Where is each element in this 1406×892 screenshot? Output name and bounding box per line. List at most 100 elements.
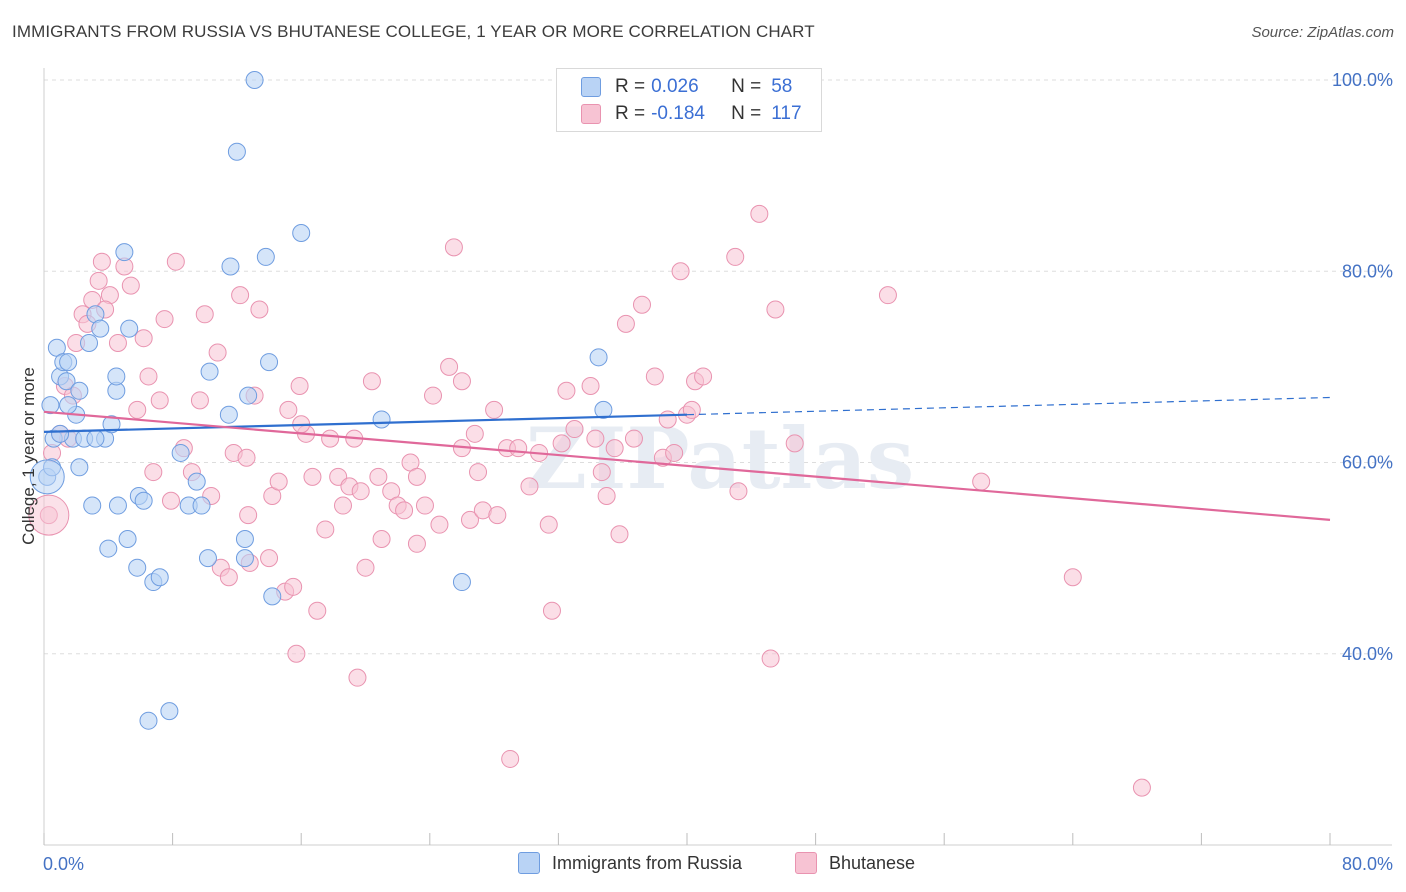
bhutanese-point: [726, 247, 745, 266]
bhutanese-point: [144, 463, 163, 482]
bhutanese-point: [671, 262, 690, 281]
russia-point: [70, 381, 89, 400]
bhutanese-point: [279, 400, 298, 419]
bhutanese-point: [465, 424, 484, 443]
legend-item-bhutanese[interactable]: Bhutanese: [795, 852, 915, 874]
bhutanese-point: [605, 439, 624, 458]
bhutanese-point: [260, 549, 279, 568]
russia-point: [171, 443, 190, 462]
bhutanese-point: [308, 601, 327, 620]
bhutanese-point: [121, 276, 140, 295]
russia-point: [86, 429, 105, 448]
bhutanese-point: [237, 448, 256, 467]
y-tick-label: 100.0%: [1332, 70, 1393, 90]
bhutanese-point: [166, 252, 185, 271]
trend-lines: [43, 396, 1331, 521]
russia-point: [41, 396, 60, 415]
bhutanese-point: [557, 381, 576, 400]
bhutanese-point: [369, 467, 388, 486]
russia-point: [263, 587, 282, 606]
r-label: R =: [615, 76, 646, 97]
bhutanese-point: [1063, 568, 1082, 587]
chart-title: IMMIGRANTS FROM RUSSIA VS BHUTANESE COLL…: [12, 22, 815, 41]
bhutanese-point: [139, 367, 158, 386]
russia-point: [256, 247, 275, 266]
bhutanese-point: [460, 510, 479, 529]
bhutanese-point: [128, 400, 147, 419]
bhutanese-point: [581, 377, 600, 395]
bhutanese-point: [190, 391, 209, 410]
bhutanese-point: [424, 386, 443, 405]
bhutanese-point: [108, 333, 127, 352]
bhutanese-point: [761, 649, 780, 668]
bhutanese-point: [430, 515, 449, 534]
bhutanese-point: [250, 300, 269, 319]
r-label: R =: [615, 103, 646, 124]
bhutanese-point: [520, 477, 539, 496]
bhutanese-point: [89, 271, 108, 290]
bhutanese-point: [665, 443, 684, 462]
bhutanese-point: [539, 515, 558, 534]
bhutanese-point: [592, 463, 611, 482]
legend-row-bhutanese: R = -0.184 N = 117: [581, 101, 802, 127]
russia-point: [59, 396, 78, 415]
bhutanese-point: [645, 367, 664, 386]
y-tick-label: 60.0%: [1342, 453, 1393, 473]
russia-point: [227, 142, 246, 161]
russia-point: [80, 333, 99, 352]
russia-point: [160, 702, 179, 721]
russia-point: [102, 415, 121, 434]
bhutanese-point: [542, 601, 561, 620]
bhutanese-point: [28, 494, 70, 536]
n-value: 58: [771, 76, 793, 97]
bhutanese-point: [316, 520, 335, 539]
bhutanese-point: [333, 496, 352, 515]
russia-point: [589, 348, 608, 367]
bhutanese-point: [208, 343, 227, 362]
russia-point: [200, 362, 219, 381]
bhutanese-point: [729, 482, 748, 501]
stats-legend: R = 0.026 N = 58 R = -0.184 N = 117: [556, 68, 822, 132]
russia-point: [139, 711, 158, 730]
bhutanese-point: [239, 506, 258, 525]
bhutanese-point: [878, 286, 897, 305]
bhutanese-point: [219, 568, 238, 587]
russia-point: [239, 386, 258, 405]
russia-point: [372, 410, 391, 429]
gridlines: [44, 79, 1392, 655]
russia-point: [187, 472, 206, 491]
n-label: N =: [731, 103, 762, 124]
series-legend: Immigrants from Russia Bhutanese: [0, 852, 1406, 878]
bhutanese-point: [632, 295, 651, 314]
russia-trend-extension: [686, 396, 1331, 416]
y-tick-labels: 40.0% 60.0% 80.0% 100.0%: [1332, 70, 1393, 664]
bhutanese-point: [134, 329, 153, 348]
russia-point: [99, 539, 118, 558]
bhutanese-point: [356, 558, 375, 577]
bhutanese-point: [552, 434, 571, 453]
bhutanese-point: [407, 467, 426, 486]
x-tick-label: 0.0%: [43, 854, 84, 874]
bhutanese-point: [303, 467, 322, 486]
bhutanese-point: [658, 410, 677, 429]
bhutanese-point: [372, 530, 391, 548]
russia-point: [115, 243, 134, 262]
russia-point: [70, 458, 89, 477]
bhutanese-point: [348, 668, 367, 687]
russia-point: [221, 257, 240, 276]
bhutanese-point: [440, 357, 459, 376]
russia-point: [51, 424, 70, 443]
bhutanese-point: [469, 463, 488, 482]
bhutanese-point: [624, 429, 643, 448]
legend-item-russia[interactable]: Immigrants from Russia: [518, 852, 742, 874]
russia-point: [150, 568, 169, 587]
bhutanese-point: [586, 429, 605, 448]
bhutanese-point: [485, 400, 504, 419]
russia-point: [108, 496, 127, 515]
bhutanese-point: [415, 496, 434, 515]
russia-swatch: [581, 77, 601, 97]
russia-trend-line: [43, 413, 688, 433]
bhutanese-swatch: [581, 104, 601, 124]
russia-point: [235, 549, 254, 568]
legend-label-russia: Immigrants from Russia: [552, 852, 743, 873]
